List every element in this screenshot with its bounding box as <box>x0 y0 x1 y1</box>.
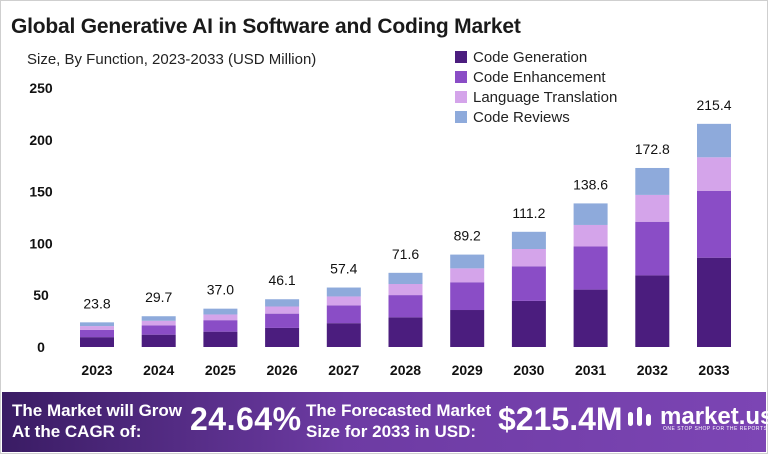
bar-segment <box>80 337 114 347</box>
x-tick-label: 2023 <box>81 362 112 378</box>
bar-segment <box>697 157 731 191</box>
x-tick-label: 2029 <box>452 362 483 378</box>
bar-segment <box>265 299 300 307</box>
bar-segment <box>450 268 485 283</box>
legend-label: Language Translation <box>473 88 618 106</box>
legend-item-language-translation: Language Translation <box>455 87 617 107</box>
legend-swatch <box>455 51 467 63</box>
bar-segment <box>573 246 608 290</box>
bar-segment <box>265 306 300 314</box>
y-tick-label: 150 <box>29 184 53 200</box>
cagr-text: The Market will Grow At the CAGR of: <box>12 401 183 441</box>
x-tick-label: 2026 <box>267 362 298 378</box>
bar-segment <box>511 300 546 347</box>
x-tick-label: 2025 <box>205 362 236 378</box>
bar-segment <box>388 295 423 318</box>
footer-banner: The Market will Grow At the CAGR of: 24.… <box>2 392 768 452</box>
legend-swatch <box>455 71 467 83</box>
brand-name: market.us <box>660 403 768 430</box>
bar-total-label: 29.7 <box>145 289 172 305</box>
y-tick-label: 50 <box>33 287 49 303</box>
bar-total-label: 37.0 <box>207 282 234 298</box>
bar-segment <box>511 248 546 267</box>
bar-segment <box>573 224 608 247</box>
legend-swatch <box>455 91 467 103</box>
bar-total-label: 23.8 <box>83 295 110 311</box>
bar-segment <box>511 231 546 249</box>
bar-segment <box>697 190 731 258</box>
forecast-text: The Forecasted Market Size for 2033 in U… <box>306 401 492 441</box>
x-tick-label: 2031 <box>575 362 606 378</box>
bar-segment <box>388 272 423 285</box>
bar-segment <box>203 314 238 321</box>
bar-total-label: 89.2 <box>454 228 481 244</box>
legend-label: Code Generation <box>473 48 588 66</box>
bar-segment <box>203 308 238 315</box>
legend-item-code-reviews: Code Reviews <box>455 107 617 127</box>
bar-total-label: 71.6 <box>392 246 419 262</box>
bar-total-label: 46.1 <box>268 272 295 288</box>
bar-segment <box>450 310 485 347</box>
x-tick-label: 2032 <box>637 362 668 378</box>
x-tick-label: 2033 <box>698 362 729 378</box>
bar-segment <box>697 257 731 347</box>
bar-segment <box>450 282 485 311</box>
x-tick-label: 2028 <box>390 362 421 378</box>
cagr-value: 24.64% <box>190 401 302 437</box>
legend: Code Generation Code Enhancement Languag… <box>455 47 617 127</box>
y-tick-label: 0 <box>37 339 45 355</box>
bar-segment <box>80 329 114 338</box>
bar-segment <box>573 203 608 225</box>
bar-segment <box>141 316 176 321</box>
bar-segment <box>203 320 238 332</box>
bar-segment <box>697 123 731 158</box>
bar-segment <box>265 313 300 328</box>
bar-segment <box>450 254 485 269</box>
bar-segment <box>635 221 670 276</box>
bar-segment <box>635 167 670 195</box>
bar-segment <box>388 284 423 296</box>
bar-segment <box>635 194 670 222</box>
bar-segment <box>326 323 361 347</box>
legend-item-code-generation: Code Generation <box>455 47 617 67</box>
brand-tagline: ONE STOP SHOP FOR THE REPORTS <box>663 426 768 432</box>
bar-segment <box>80 322 114 327</box>
bar-total-label: 172.8 <box>635 141 670 157</box>
bar-segment <box>326 305 361 324</box>
legend-label: Code Enhancement <box>473 68 606 86</box>
x-tick-label: 2027 <box>328 362 359 378</box>
bar-total-label: 215.4 <box>696 97 731 113</box>
bar-segment <box>141 334 176 347</box>
bar-total-label: 111.2 <box>512 205 545 221</box>
bar-segment <box>635 275 670 347</box>
y-tick-label: 200 <box>29 132 53 148</box>
bar-total-label: 138.6 <box>573 176 608 192</box>
brand-logo[interactable]: market.us ONE STOP SHOP FOR THE REPORTS <box>626 403 768 432</box>
y-tick-label: 250 <box>29 80 53 96</box>
forecast-value: $215.4M <box>498 401 623 437</box>
chart-subtitle: Size, By Function, 2023-2033 (USD Millio… <box>27 51 317 68</box>
bar-chart: 0 50 100 150 200 250 23.8 2023 29.7 2024 37.0 2025 4… <box>29 80 731 378</box>
bar-segment <box>141 325 176 335</box>
bar-segment <box>265 327 300 347</box>
bar-segment <box>326 296 361 306</box>
bar-segment <box>388 317 423 347</box>
legend-label: Code Reviews <box>473 108 570 126</box>
bar-segment <box>141 320 176 326</box>
x-tick-label: 2030 <box>513 362 544 378</box>
y-tick-label: 100 <box>29 235 53 251</box>
bar-segment <box>80 326 114 330</box>
market-us-logo-icon <box>628 407 651 426</box>
bar-segment <box>511 266 546 301</box>
bar-segment <box>203 331 238 347</box>
x-tick-label: 2024 <box>143 362 174 378</box>
bar-segment <box>326 287 361 297</box>
legend-item-code-enhancement: Code Enhancement <box>455 67 617 87</box>
chart-title: Global Generative AI in Software and Cod… <box>11 15 521 38</box>
bar-total-label: 57.4 <box>330 261 357 277</box>
legend-swatch <box>455 111 467 123</box>
bar-segment <box>573 289 608 347</box>
